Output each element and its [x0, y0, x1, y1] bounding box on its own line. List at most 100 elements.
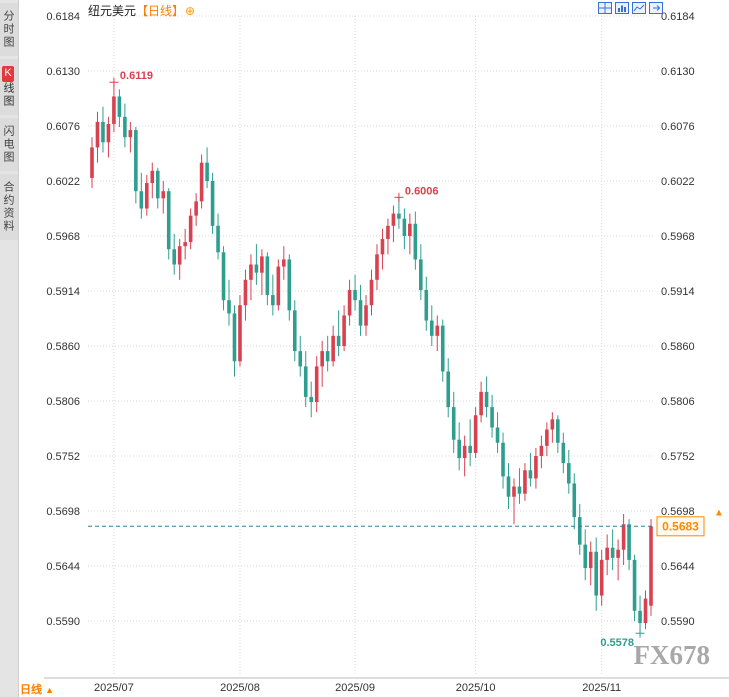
- candle-body: [358, 300, 363, 326]
- candle-body: [320, 351, 324, 367]
- candle-body: [512, 486, 516, 497]
- y-axis-label-left: 0.5806: [46, 396, 80, 408]
- candle-body: [419, 259, 423, 290]
- current-price-tag: [656, 516, 705, 537]
- candle-body: [177, 246, 182, 265]
- candle-body: [506, 476, 511, 497]
- sidebar-tab-lightning[interactable]: 闪电图: [0, 118, 18, 171]
- current-price-value: 0.5683: [662, 519, 699, 533]
- candle-body: [232, 313, 237, 362]
- y-axis-label-right: 0.5644: [661, 561, 695, 573]
- grid-layer: FX678: [44, 15, 729, 679]
- period-selector[interactable]: 日线 ▲: [20, 681, 54, 697]
- x-axis-label: 2025/10: [456, 682, 496, 694]
- candle-body: [194, 201, 198, 216]
- y-axis-label-left: 0.5644: [46, 561, 80, 573]
- candle-body: [616, 549, 620, 558]
- candle-body: [429, 320, 434, 336]
- candle-body: [583, 544, 588, 569]
- x-axis-label: 2025/11: [582, 682, 621, 694]
- candle-body: [134, 130, 138, 192]
- candle-body: [123, 116, 127, 138]
- sidebar-tab-kline[interactable]: K线图: [0, 59, 18, 115]
- candle-body: [101, 121, 105, 143]
- candle-body: [199, 162, 204, 202]
- candle-body: [479, 391, 483, 416]
- y-axis-label-right: 0.6130: [661, 66, 695, 78]
- candle-body: [572, 483, 577, 518]
- candle-body: [495, 427, 500, 443]
- candle-body: [484, 391, 489, 408]
- kline-tab-label: 线图: [2, 82, 14, 108]
- candle-body: [451, 407, 456, 440]
- y-axis-label-left: 0.6076: [46, 121, 80, 133]
- candle-body: [353, 289, 357, 301]
- candle-body: [128, 130, 133, 138]
- add-symbol-icon[interactable]: ⊕: [185, 4, 196, 18]
- candle-body: [243, 279, 248, 306]
- candle-body: [282, 259, 286, 267]
- y-axis-label-left: 0.5752: [46, 451, 80, 463]
- candle-body: [528, 470, 533, 479]
- sidebar-tab-timeshare[interactable]: 分时图: [0, 3, 18, 56]
- candle-body: [287, 259, 292, 311]
- candle-body: [621, 524, 626, 550]
- candle-body: [161, 191, 166, 199]
- y-axis-label-right: 0.6076: [661, 121, 695, 133]
- symbol-title: 纽元美元【日线】⊕: [88, 2, 195, 19]
- candle-body: [336, 335, 341, 347]
- chart-toolbar: [598, 2, 663, 14]
- candle-body: [462, 445, 467, 459]
- candle-body: [380, 239, 385, 255]
- y-axis-label-left: 0.6022: [46, 176, 80, 188]
- y-axis-label-right: 0.5914: [661, 286, 695, 298]
- y-axis-label-right: 0.6022: [661, 176, 695, 188]
- price-annotation: 0.5578: [600, 637, 634, 649]
- candle-body: [440, 325, 445, 372]
- candle-body: [550, 419, 555, 430]
- candle-body: [391, 213, 396, 226]
- y-axis-label-right: 0.5698: [661, 506, 695, 518]
- candle-body: [260, 256, 264, 273]
- candle-body: [446, 371, 451, 408]
- kline-tab-badge: K: [2, 66, 14, 82]
- chart-header: 纽元美元【日线】⊕: [18, 0, 729, 18]
- y-axis-label-left: 0.5914: [46, 286, 80, 298]
- y-axis-label-right: 0.5590: [661, 616, 695, 628]
- candle-body: [238, 305, 242, 362]
- candle-body: [292, 310, 297, 352]
- sidebar-tab-contract-info[interactable]: 合约资料: [0, 174, 18, 240]
- candle-body: [106, 123, 111, 143]
- expand-icon[interactable]: [649, 2, 663, 14]
- y-axis-label-left: 0.5860: [46, 341, 80, 353]
- candle-body: [545, 429, 549, 446]
- candle-body: [523, 470, 527, 494]
- candle-body: [364, 305, 368, 326]
- candle-body: [402, 218, 407, 237]
- candle-body: [599, 559, 604, 596]
- candle-body: [610, 547, 615, 558]
- fx678-watermark: FX678: [634, 640, 711, 670]
- y-axis-label-left: 0.5968: [46, 231, 80, 243]
- candle-body: [424, 289, 429, 321]
- candle-body: [577, 517, 582, 545]
- candle-body: [408, 223, 412, 237]
- bar-chart-icon[interactable]: [615, 2, 629, 14]
- x-axis-label: 2025/07: [94, 682, 134, 694]
- y-axis-label-right: 0.6184: [661, 11, 695, 23]
- symbol-name: 纽元美元: [88, 4, 137, 18]
- candle-body: [539, 445, 544, 457]
- y-axis-label-right: 0.5860: [661, 341, 695, 353]
- candle-body: [276, 266, 281, 306]
- candle-body: [556, 419, 560, 443]
- grid-layout-icon[interactable]: [598, 2, 612, 14]
- y-axis-label-left: 0.5698: [46, 506, 80, 518]
- y-axis-label-right: 0.5806: [661, 396, 695, 408]
- y-axis-label-left: 0.6184: [46, 11, 80, 23]
- line-chart-icon[interactable]: [632, 2, 646, 14]
- price-up-arrow-icon: ▲: [714, 507, 724, 518]
- y-axis-label-right: 0.5968: [661, 231, 695, 243]
- candle-body: [594, 551, 598, 596]
- candlestick-chart-canvas[interactable]: FX678 0.6184 0.6184 0.6130 0.6130 0.6076 0.607…: [18, 0, 729, 697]
- y-axis-label-left: 0.5590: [46, 616, 80, 628]
